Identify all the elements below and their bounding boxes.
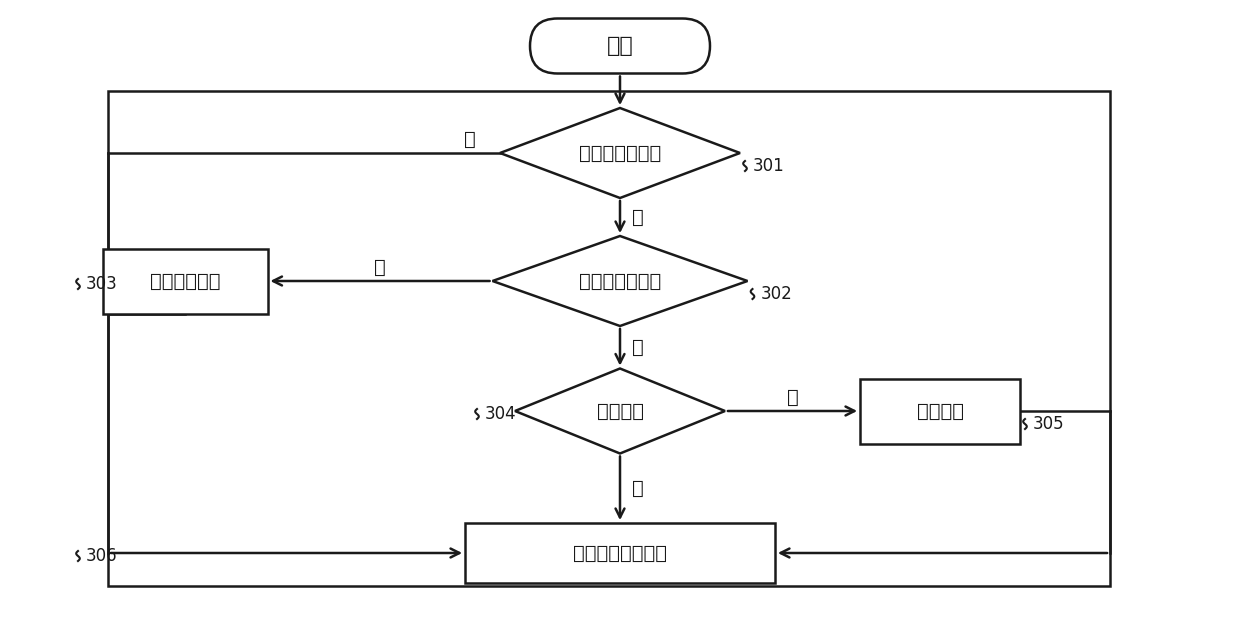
FancyBboxPatch shape: [529, 19, 711, 73]
Text: 306: 306: [86, 547, 118, 565]
Bar: [465, 523, 775, 583]
Bar: [103, 248, 268, 314]
Text: 是否解压: 是否解压: [596, 402, 644, 420]
Text: 文件名后缀冲突: 文件名后缀冲突: [579, 271, 661, 291]
Text: 305: 305: [1033, 415, 1065, 433]
Text: 解压文件: 解压文件: [916, 402, 963, 420]
Polygon shape: [515, 368, 725, 453]
Text: 是否有文件传入: 是否有文件传入: [579, 143, 661, 163]
Text: 是: 是: [374, 258, 386, 276]
Text: 将该文件写入存储: 将该文件写入存储: [573, 543, 667, 563]
Text: 是: 是: [632, 207, 644, 227]
Bar: [108, 91, 1110, 586]
Text: 恢复原文件名: 恢复原文件名: [150, 271, 221, 291]
Text: 301: 301: [753, 157, 785, 175]
Text: 否: 否: [632, 479, 644, 498]
Text: 否: 否: [464, 130, 476, 148]
Text: 302: 302: [760, 285, 792, 303]
Polygon shape: [500, 108, 740, 198]
Text: 是: 是: [786, 388, 799, 407]
Text: 开始: 开始: [606, 36, 634, 56]
Bar: [861, 379, 1021, 443]
Text: 304: 304: [485, 405, 517, 423]
Text: 否: 否: [632, 338, 644, 356]
Polygon shape: [492, 236, 748, 326]
Text: 303: 303: [86, 275, 118, 293]
